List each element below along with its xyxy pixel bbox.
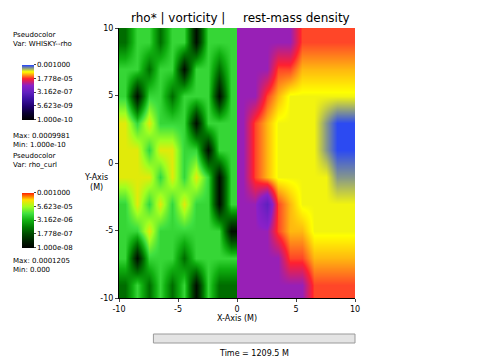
svg-text:Y-Axis(M): Y-Axis(M) [84, 173, 108, 192]
svg-text:5.623e-05: 5.623e-05 [37, 203, 73, 211]
svg-text:3.162e-06: 3.162e-06 [37, 216, 73, 224]
svg-text:1.778e-07: 1.778e-07 [37, 230, 73, 238]
svg-text:10: 10 [350, 305, 360, 314]
svg-text:5.623e-09: 5.623e-09 [37, 102, 73, 110]
svg-text:PseudocolorVar: rho_curl: PseudocolorVar: rho_curl [13, 152, 57, 169]
svg-text:10: 10 [103, 24, 113, 33]
svg-text:5: 5 [108, 91, 113, 100]
svg-text:PseudocolorVar: WHISKY--rho: PseudocolorVar: WHISKY--rho [13, 31, 72, 48]
svg-text:-10: -10 [100, 294, 113, 303]
svg-text:Max: 0.0009981Min: 1.000e-10: Max: 0.0009981Min: 1.000e-10 [13, 132, 70, 149]
svg-text:-10: -10 [112, 305, 125, 314]
svg-text:0: 0 [108, 159, 113, 168]
svg-text:5: 5 [293, 305, 298, 314]
svg-text:rest-mass density: rest-mass density [243, 11, 350, 25]
svg-text:-5: -5 [105, 226, 113, 235]
svg-text:0.001000: 0.001000 [37, 189, 70, 197]
svg-text:X-Axis (M): X-Axis (M) [217, 314, 257, 323]
svg-text:1.778e-05: 1.778e-05 [37, 75, 73, 83]
svg-text:1.000e-10: 1.000e-10 [37, 116, 73, 124]
svg-text:-5: -5 [174, 305, 182, 314]
svg-text:rho* | vorticity |: rho* | vorticity | [131, 11, 225, 25]
svg-text:3.162e-07: 3.162e-07 [37, 88, 73, 96]
svg-text:1.000e-08: 1.000e-08 [37, 244, 73, 252]
svg-text:Time = 1209.5 M: Time = 1209.5 M [219, 349, 289, 358]
svg-text:0.001000: 0.001000 [37, 61, 70, 69]
svg-text:Max: 0.0001205Min: 0.000: Max: 0.0001205Min: 0.000 [13, 257, 70, 274]
svg-text:0: 0 [234, 305, 239, 314]
